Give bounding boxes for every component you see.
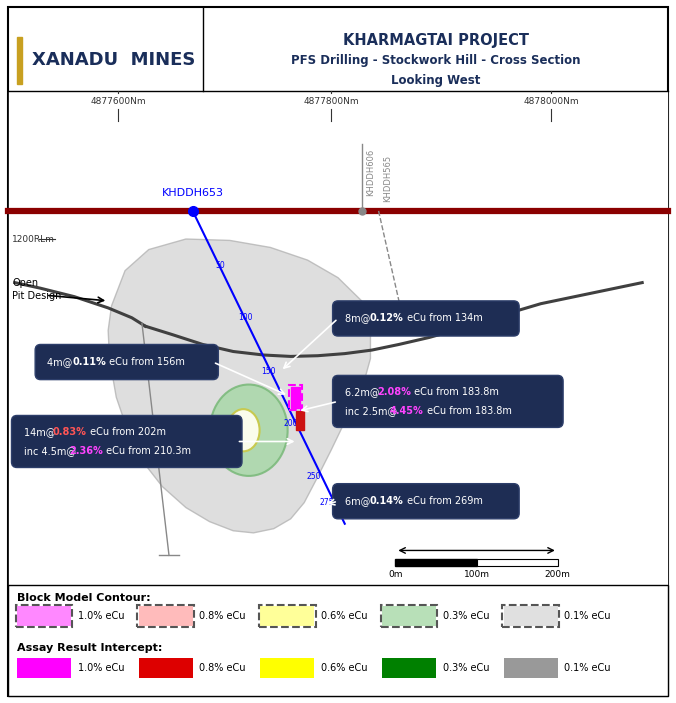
Text: Block Model Contour:: Block Model Contour: — [17, 593, 151, 602]
Text: 200: 200 — [284, 420, 298, 428]
Bar — [504, 606, 558, 626]
Text: 4878000Nm: 4878000Nm — [523, 97, 579, 106]
Text: 100m: 100m — [464, 570, 489, 579]
Text: PFS Drilling - Stockwork Hill - Cross Section: PFS Drilling - Stockwork Hill - Cross Se… — [291, 54, 581, 67]
Bar — [8, 91, 668, 585]
Ellipse shape — [210, 385, 288, 476]
Text: Assay Result Intercept:: Assay Result Intercept: — [17, 643, 162, 653]
Text: inc 2.5m@: inc 2.5m@ — [345, 406, 400, 415]
Text: 275.0: 275.0 — [319, 498, 341, 507]
Text: 0.11%: 0.11% — [72, 357, 106, 367]
Text: 4877800Nm: 4877800Nm — [304, 97, 359, 106]
Bar — [382, 606, 436, 626]
Text: eCu from 183.8m: eCu from 183.8m — [411, 387, 499, 397]
Bar — [17, 37, 22, 84]
Text: eCu from 156m: eCu from 156m — [106, 357, 185, 367]
Text: 1000RLm: 1000RLm — [12, 421, 55, 430]
Text: Open
Pit Design: Open Pit Design — [12, 278, 62, 302]
Text: KHDDH653: KHDDH653 — [162, 188, 224, 198]
FancyBboxPatch shape — [333, 375, 563, 427]
Text: 0.1% eCu: 0.1% eCu — [564, 663, 611, 673]
Text: 0.3% eCu: 0.3% eCu — [443, 611, 489, 621]
Text: eCu from 210.3m: eCu from 210.3m — [103, 446, 191, 456]
Text: 0m: 0m — [388, 570, 403, 579]
Text: 14m@: 14m@ — [24, 427, 58, 437]
Text: eCu from 269m: eCu from 269m — [404, 496, 483, 506]
Text: 4m@: 4m@ — [47, 357, 76, 367]
FancyBboxPatch shape — [8, 7, 668, 696]
Text: KHDDH364: KHDDH364 — [150, 415, 165, 463]
Bar — [477, 559, 558, 566]
FancyBboxPatch shape — [333, 301, 519, 336]
Text: eCu from 134m: eCu from 134m — [404, 314, 482, 323]
Text: 4877600Nm: 4877600Nm — [91, 97, 146, 106]
FancyBboxPatch shape — [333, 484, 519, 519]
Bar — [382, 658, 436, 678]
Text: 2.36%: 2.36% — [69, 446, 103, 456]
Bar — [17, 658, 71, 678]
Bar — [395, 559, 477, 566]
Text: 0.12%: 0.12% — [370, 314, 404, 323]
Text: 2.08%: 2.08% — [377, 387, 411, 397]
Polygon shape — [108, 239, 370, 533]
Text: 0.6% eCu: 0.6% eCu — [321, 611, 368, 621]
Text: KHARMAGTAI PROJECT: KHARMAGTAI PROJECT — [343, 33, 529, 49]
Text: Looking West: Looking West — [391, 74, 481, 86]
Bar — [260, 658, 314, 678]
Bar — [296, 411, 304, 430]
Text: eCu from 202m: eCu from 202m — [87, 427, 166, 437]
Text: 50: 50 — [215, 261, 224, 269]
Text: eCu from 183.8m: eCu from 183.8m — [424, 406, 512, 415]
Text: 0.6% eCu: 0.6% eCu — [321, 663, 368, 673]
Text: 0.83%: 0.83% — [53, 427, 87, 437]
Bar — [17, 606, 71, 626]
Bar — [504, 658, 558, 678]
Text: 150: 150 — [262, 367, 276, 375]
Text: 0.8% eCu: 0.8% eCu — [199, 663, 246, 673]
Text: 0.3% eCu: 0.3% eCu — [443, 663, 489, 673]
Bar — [291, 387, 300, 408]
Text: 6.2m@: 6.2m@ — [345, 387, 383, 397]
Text: 0.14%: 0.14% — [370, 496, 404, 506]
Bar — [8, 585, 668, 696]
Bar — [139, 606, 193, 626]
Text: KHDDH565: KHDDH565 — [383, 155, 392, 202]
Bar — [139, 658, 193, 678]
Text: KHDDH606: KHDDH606 — [366, 149, 375, 196]
Text: inc 4.5m@: inc 4.5m@ — [24, 446, 79, 456]
Text: 6m@: 6m@ — [345, 496, 373, 506]
Text: 200m: 200m — [545, 570, 571, 579]
Text: 100: 100 — [238, 314, 252, 322]
Text: 1.0% eCu: 1.0% eCu — [78, 611, 124, 621]
Text: 0.1% eCu: 0.1% eCu — [564, 611, 611, 621]
Text: XANADU  MINES: XANADU MINES — [32, 51, 196, 70]
Text: 1.0% eCu: 1.0% eCu — [78, 663, 124, 673]
Text: 0.8% eCu: 0.8% eCu — [199, 611, 246, 621]
Text: 1200RLm: 1200RLm — [12, 235, 55, 243]
Text: 4.45%: 4.45% — [390, 406, 424, 415]
Text: 250: 250 — [307, 472, 321, 481]
Text: 8m@: 8m@ — [345, 314, 373, 323]
FancyBboxPatch shape — [35, 344, 218, 380]
Ellipse shape — [227, 409, 260, 451]
FancyBboxPatch shape — [11, 415, 242, 467]
Bar — [260, 606, 314, 626]
